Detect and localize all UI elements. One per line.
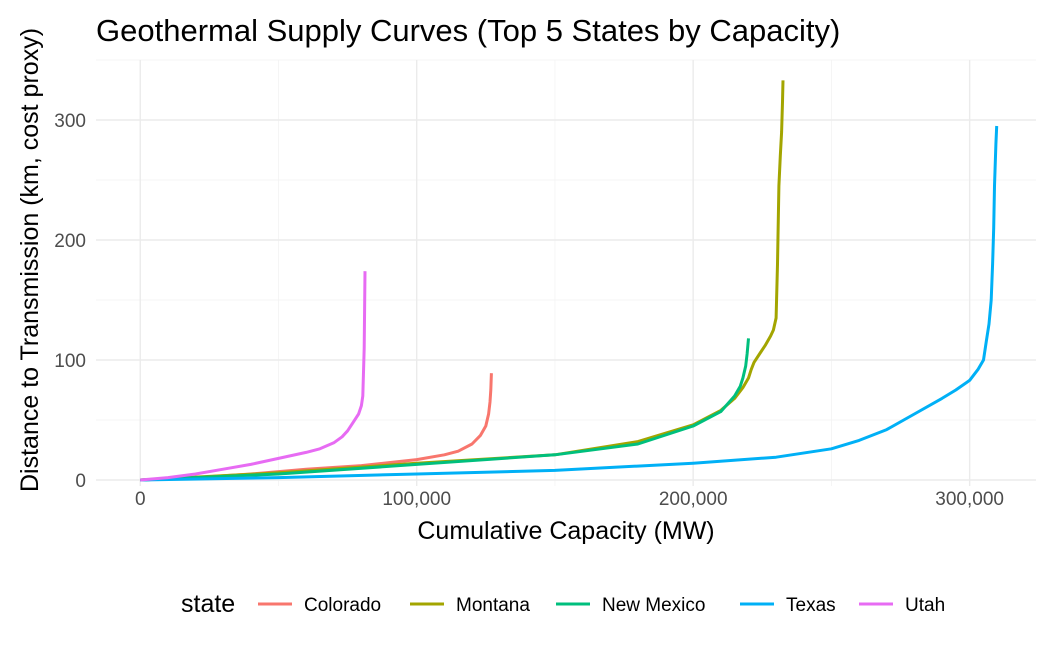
series-lines bbox=[140, 80, 999, 482]
series-line-new-mexico bbox=[140, 338, 750, 482]
chart-title: Geothermal Supply Curves (Top 5 States b… bbox=[96, 13, 840, 48]
legend-item-utah: Utah bbox=[859, 595, 945, 616]
legend-item-montana: Montana bbox=[410, 595, 530, 616]
y-axis-ticks: 0 100 200 300 bbox=[54, 111, 86, 492]
x-tick-label: 100,000 bbox=[382, 489, 451, 510]
y-tick-label: 0 bbox=[75, 471, 86, 492]
legend-title: state bbox=[181, 590, 235, 618]
legend-item-colorado: Colorado bbox=[258, 595, 381, 616]
major-gridlines bbox=[96, 60, 1036, 486]
y-tick-label: 300 bbox=[54, 111, 86, 132]
y-tick-label: 100 bbox=[54, 351, 86, 372]
legend-label-new-mexico: New Mexico bbox=[602, 595, 705, 616]
x-axis-ticks: 0 100,000 200,000 300,000 bbox=[135, 489, 1004, 510]
minor-gridlines bbox=[96, 59, 1036, 486]
legend-label-montana: Montana bbox=[456, 595, 530, 616]
series-line-utah bbox=[140, 271, 367, 482]
y-tick-label: 200 bbox=[54, 231, 86, 252]
x-tick-label: 0 bbox=[135, 489, 146, 510]
legend: state Colorado Montana New Mexico Texas Utah bbox=[181, 590, 945, 618]
x-axis-title: Cumulative Capacity (MW) bbox=[417, 517, 714, 545]
legend-item-texas: Texas bbox=[740, 595, 836, 616]
y-axis-title: Distance to Transmission (km, cost proxy… bbox=[16, 28, 44, 492]
plot-panel bbox=[96, 59, 1036, 486]
x-tick-label: 200,000 bbox=[659, 489, 728, 510]
legend-label-utah: Utah bbox=[905, 595, 945, 616]
legend-item-new-mexico: New Mexico bbox=[556, 595, 705, 616]
series-line-montana bbox=[140, 80, 785, 482]
legend-label-colorado: Colorado bbox=[304, 595, 381, 616]
legend-label-texas: Texas bbox=[786, 595, 836, 616]
legend-items: Colorado Montana New Mexico Texas Utah bbox=[258, 595, 945, 616]
x-tick-label: 300,000 bbox=[935, 489, 1004, 510]
series-line-texas bbox=[140, 125, 999, 482]
